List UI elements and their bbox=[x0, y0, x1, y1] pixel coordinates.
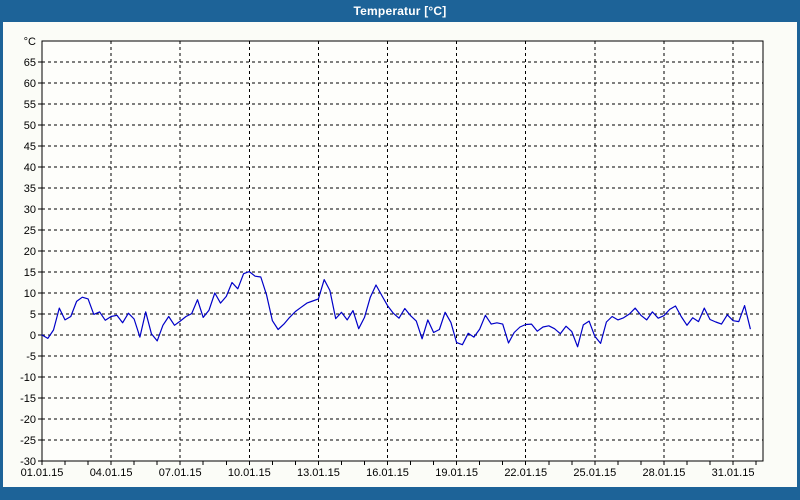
window-border-right bbox=[797, 22, 800, 500]
x-tick-label: 07.01.15 bbox=[159, 467, 202, 479]
y-tick-label: 5 bbox=[30, 309, 36, 321]
y-tick-label: -25 bbox=[20, 435, 36, 447]
y-tick-label: -5 bbox=[26, 351, 36, 363]
y-tick-label: -15 bbox=[20, 393, 36, 405]
x-tick-label: 10.01.15 bbox=[228, 467, 271, 479]
y-axis-unit-label: °C bbox=[24, 36, 36, 48]
y-tick-label: 30 bbox=[24, 204, 36, 216]
x-tick-label: 22.01.15 bbox=[504, 467, 547, 479]
y-tick-label: 0 bbox=[30, 330, 36, 342]
window-border-left bbox=[0, 22, 3, 500]
window-border-bottom bbox=[0, 487, 800, 500]
window-title: Temperatur [°C] bbox=[353, 4, 447, 18]
x-tick-label: 19.01.15 bbox=[435, 467, 478, 479]
y-tick-label: -10 bbox=[20, 372, 36, 384]
y-tick-label: 50 bbox=[24, 120, 36, 132]
y-tick-label: 25 bbox=[24, 225, 36, 237]
y-tick-label: 65 bbox=[24, 57, 36, 69]
temperature-line bbox=[41, 271, 751, 348]
x-tick-label: 28.01.15 bbox=[643, 467, 686, 479]
y-tick-label: 60 bbox=[24, 78, 36, 90]
x-tick-label: 25.01.15 bbox=[573, 467, 616, 479]
y-tick-label: 40 bbox=[24, 162, 36, 174]
y-tick-label: -20 bbox=[20, 414, 36, 426]
y-tick-label: 45 bbox=[24, 141, 36, 153]
y-tick-label: -30 bbox=[20, 456, 36, 468]
x-tick-label: 16.01.15 bbox=[366, 467, 409, 479]
temperature-chart: -30 -25 -20 -15 -10 -5 0 5 10 15 20 25 30 35 40 45 50 55 6… bbox=[20, 36, 764, 479]
x-tick-label: 31.01.15 bbox=[712, 467, 755, 479]
y-tick-label: 20 bbox=[24, 246, 36, 258]
y-tick-label: 15 bbox=[24, 267, 36, 279]
x-tick-label: 04.01.15 bbox=[90, 467, 133, 479]
y-tick-label: 10 bbox=[24, 288, 36, 300]
y-tick-label: 35 bbox=[24, 183, 36, 195]
x-tick-label: 01.01.15 bbox=[21, 467, 64, 479]
y-tick-label: 55 bbox=[24, 99, 36, 111]
x-tick-label: 13.01.15 bbox=[297, 467, 340, 479]
window-titlebar[interactable]: Temperatur [°C] bbox=[0, 0, 800, 22]
